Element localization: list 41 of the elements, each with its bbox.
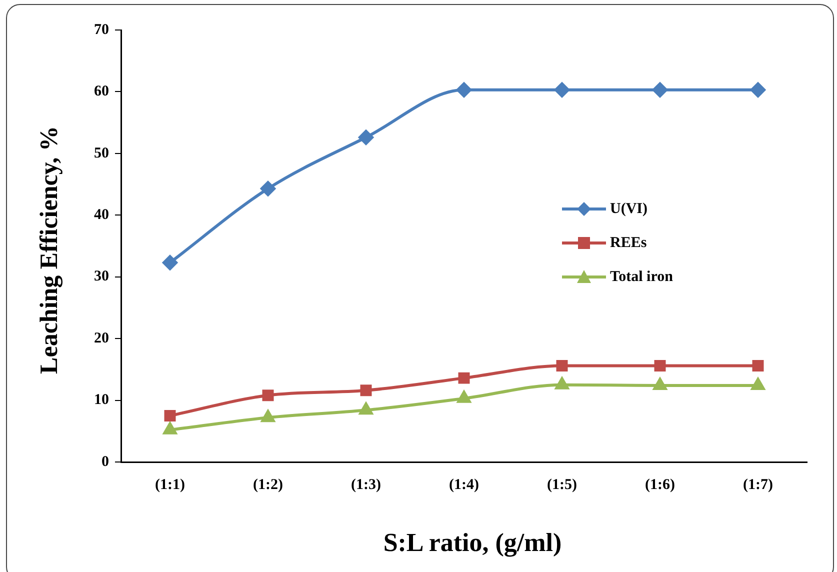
y-tick-label: 0: [102, 454, 109, 470]
point: [555, 377, 569, 390]
point: [164, 410, 176, 422]
x-tick-label: (1:3): [351, 476, 381, 493]
point: [752, 360, 764, 372]
x-tick-label: (1:2): [253, 476, 283, 493]
point: [556, 360, 568, 372]
x-tick-label: (1:1): [155, 476, 185, 493]
point: [358, 130, 374, 145]
x-axis-title: S:L ratio, (g/ml): [382, 528, 563, 558]
point: [163, 422, 177, 434]
point: [359, 402, 373, 415]
point: [652, 82, 668, 98]
y-tick-label: 50: [94, 145, 109, 162]
point: [554, 82, 570, 98]
y-tick-label: 40: [94, 207, 109, 224]
y-tick-label: 10: [94, 392, 109, 408]
y-axis-title: Leaching Efficiency, %: [36, 125, 64, 376]
point: [162, 255, 178, 270]
x-tick-label: (1:5): [547, 476, 577, 493]
x-tick-label: (1:4): [449, 476, 479, 493]
point: [261, 410, 275, 422]
point: [262, 390, 274, 402]
legend-label: REEs: [610, 234, 647, 252]
x-tick-label: (1:6): [645, 476, 675, 493]
legend-label: Total iron: [610, 268, 673, 286]
point: [751, 378, 765, 390]
point: [457, 390, 471, 403]
point: [458, 372, 470, 384]
y-tick-label: 30: [94, 268, 109, 285]
y-tick-label: 60: [94, 84, 109, 100]
x-tick-label: (1:7): [743, 476, 773, 493]
point: [360, 384, 372, 396]
point: [653, 378, 667, 390]
point: [750, 82, 766, 98]
y-tick-label: 20: [94, 330, 109, 346]
point: [260, 181, 276, 196]
legend-label: U(VI): [610, 200, 648, 218]
point: [456, 82, 472, 98]
point: [654, 360, 666, 372]
y-tick-label: 70: [94, 22, 109, 38]
